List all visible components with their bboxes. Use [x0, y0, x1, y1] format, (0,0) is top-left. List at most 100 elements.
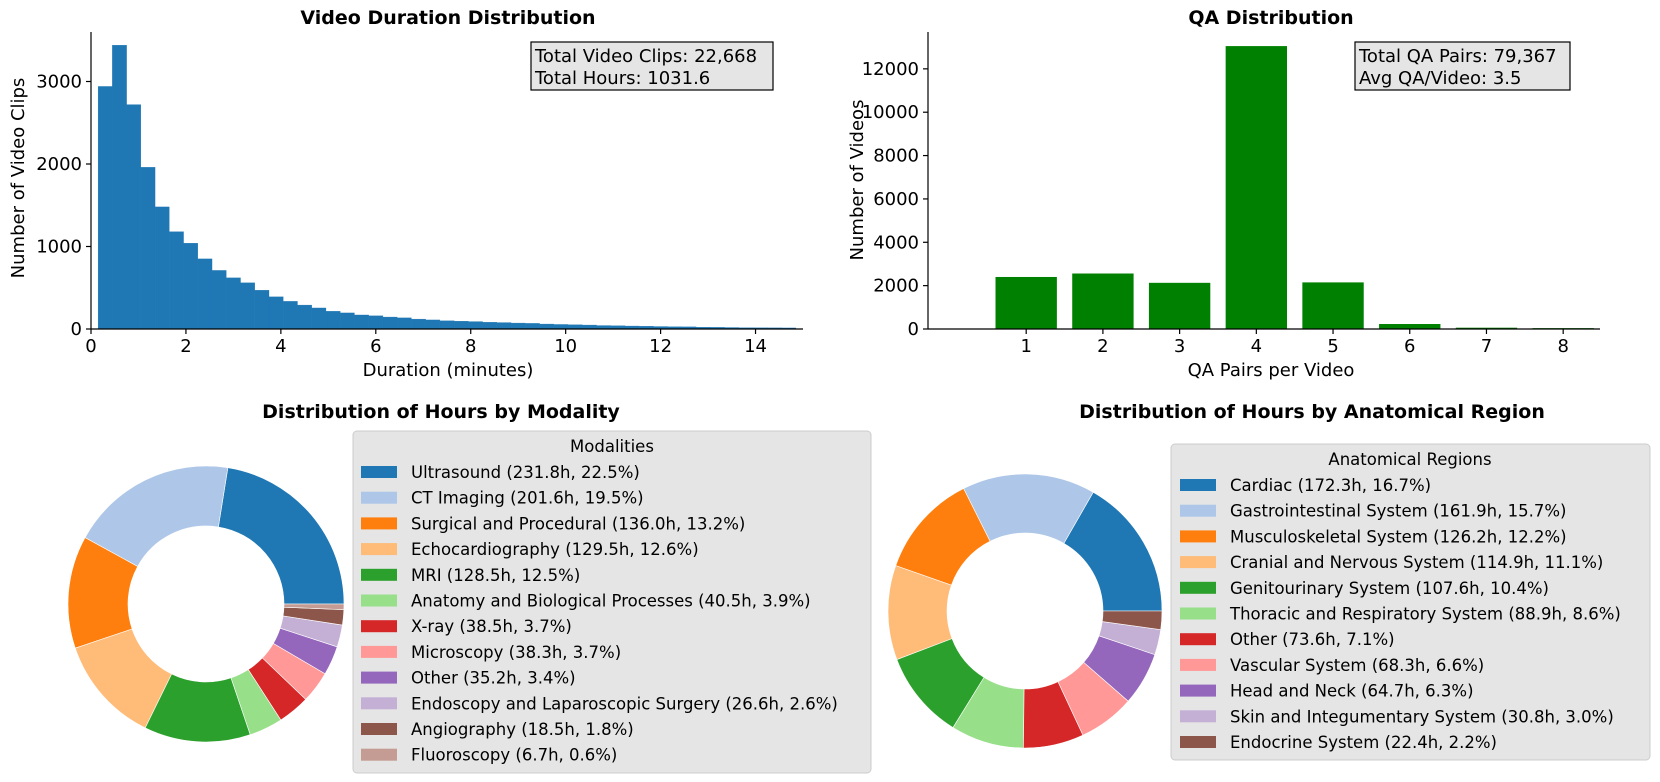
histogram-info-line: Total Hours: 1031.6 [534, 68, 710, 89]
anatomical-legend-label: Thoracic and Respiratory System (88.9h, … [1229, 605, 1621, 624]
anatomical-title: Distribution of Hours by Anatomical Regi… [1079, 401, 1545, 423]
histogram-bar [411, 318, 426, 330]
qa-x-tick-label: 6 [1404, 336, 1415, 357]
histogram-bar [439, 320, 455, 330]
histogram-y-tick-label: 2000 [36, 154, 82, 175]
modality-legend-label: Endoscopy and Laparoscopic Surgery (26.6… [411, 694, 838, 713]
anatomical-legend-title: Anatomical Regions [1328, 450, 1491, 469]
modality-legend-swatch [361, 594, 397, 607]
anatomical-legend: Anatomical Regions Cardiac (172.3h, 16.7… [1170, 443, 1651, 761]
anatomical-legend-label: Cranial and Nervous System (114.9h, 11.1… [1230, 553, 1603, 572]
qa-x-tick-label: 5 [1327, 336, 1338, 357]
modality-legend-swatch [361, 748, 397, 761]
anatomical-donut-chart: Distribution of Hours by Anatomical Regi… [887, 401, 1651, 761]
histogram-y-tick-label: 1000 [36, 237, 82, 258]
modality-legend-label: X-ray (38.5h, 3.7%) [411, 617, 572, 636]
duration-histogram: Video Duration Distribution 0 2 4 6 8 10 12 14 0… [8, 7, 803, 381]
histogram-x-tick-label: 10 [554, 336, 577, 357]
histogram-bar [283, 301, 298, 330]
anatomical-legend-swatch [1180, 684, 1216, 697]
modality-legend-swatch [361, 671, 397, 684]
qa-x-tick-label: 3 [1174, 336, 1185, 357]
histogram-ylabel: Number of Video Clips [8, 78, 29, 279]
histogram-bar [197, 258, 213, 330]
histogram-bar [325, 311, 341, 330]
modality-legend-swatch [361, 466, 397, 478]
histogram-bar [539, 323, 554, 330]
histogram-bar [169, 231, 184, 330]
histogram-bar [240, 282, 255, 330]
histogram-y-tick-label: 3000 [36, 72, 82, 93]
histogram-bar [112, 45, 127, 330]
anatomical-legend-label: Endocrine System (22.4h, 2.2%) [1230, 733, 1497, 752]
anatomical-legend-swatch [1180, 530, 1216, 543]
qa-info-box: Total QA Pairs: 79,367 Avg QA/Video: 3.5 [1354, 41, 1571, 91]
modality-legend-label: Anatomy and Biological Processes (40.5h,… [411, 592, 811, 611]
anatomical-legend-label: Other (73.6h, 7.1%) [1230, 630, 1395, 649]
histogram-y-tick-label: 0 [71, 319, 82, 340]
histogram-bar [453, 321, 469, 330]
modality-legend-label: Echocardiography (129.5h, 12.6%) [411, 540, 699, 559]
qa-bar [1225, 46, 1288, 329]
histogram-bar [268, 296, 284, 330]
histogram-bar [397, 317, 412, 330]
anatomical-legend-swatch [1180, 710, 1216, 723]
qa-y-tick-label: 12000 [862, 59, 919, 80]
modality-legend-label: Angiography (18.5h, 1.8%) [411, 720, 634, 739]
histogram-bar [97, 86, 113, 330]
histogram-bar [140, 167, 156, 330]
qa-bar-chart: QA Distribution 1 2 3 4 5 6 7 8 0 2000 4000 6000 800… [847, 7, 1600, 381]
qa-x-tick-label: 8 [1557, 336, 1568, 357]
modality-legend-swatch [361, 723, 397, 735]
histogram-title: Video Duration Distribution [300, 7, 595, 29]
modality-legend-label: Surgical and Procedural (136.0h, 13.2%) [411, 514, 745, 533]
histogram-x-tick-label: 4 [275, 336, 286, 357]
modality-legend-swatch [361, 543, 397, 556]
anatomical-legend-swatch [1180, 556, 1216, 569]
histogram-x-tick-label: 2 [180, 336, 191, 357]
qa-bar [1455, 327, 1518, 329]
qa-y-tick-label: 4000 [873, 232, 919, 253]
anatomical-legend-label: Musculoskeletal System (126.2h, 12.2%) [1230, 527, 1567, 546]
histogram-bar [226, 277, 241, 330]
anatomical-legend-label: Head and Neck (64.7h, 6.3%) [1230, 682, 1474, 701]
qa-bar [1148, 282, 1211, 329]
anatomical-legend-label: Skin and Integumentary System (30.8h, 3.… [1230, 707, 1614, 726]
histogram-bar [126, 104, 141, 330]
histogram-x-tick-label: 12 [649, 336, 672, 357]
modality-slice [218, 467, 345, 605]
modality-legend-swatch [361, 697, 397, 710]
modality-legend-label: Other (35.2h, 3.4%) [411, 669, 576, 688]
histogram-bar [297, 304, 312, 330]
histogram-bar [254, 290, 270, 330]
histogram-x-tick-label: 6 [370, 336, 381, 357]
histogram-bar [354, 314, 369, 330]
qa-x-tick-label: 7 [1481, 336, 1492, 357]
qa-y-tick-label: 2000 [873, 276, 919, 297]
anatomical-legend-swatch [1180, 504, 1216, 517]
modality-legend-label: Microscopy (38.3h, 3.7%) [411, 643, 621, 662]
histogram-bar [211, 270, 227, 330]
histogram-xlabel: Duration (minutes) [363, 360, 534, 381]
histogram-bar [468, 321, 483, 330]
modality-legend-swatch [361, 568, 397, 581]
qa-bar [1379, 324, 1441, 329]
histogram-bar [425, 319, 441, 330]
anatomical-legend-swatch [1180, 633, 1216, 646]
modality-legend-swatch [361, 517, 397, 530]
modality-legend-label: MRI (128.5h, 12.5%) [411, 566, 580, 585]
qa-x-tick-label: 2 [1097, 336, 1108, 357]
anatomical-legend-swatch [1180, 479, 1216, 491]
histogram-x-tick-label: 8 [465, 336, 476, 357]
anatomical-legend-label: Cardiac (172.3h, 16.7%) [1230, 476, 1431, 495]
qa-bar [1302, 282, 1364, 329]
qa-info-line: Total QA Pairs: 79,367 [1358, 46, 1557, 67]
qa-y-tick-label: 6000 [873, 189, 919, 210]
qa-x-tick-label: 4 [1251, 336, 1262, 357]
histogram-info-line: Total Video Clips: 22,668 [534, 46, 757, 67]
histogram-bar [482, 322, 497, 330]
histogram-info-box: Total Video Clips: 22,668 Total Hours: 1… [530, 41, 774, 91]
qa-title: QA Distribution [1188, 7, 1353, 29]
histogram-bar [154, 206, 170, 330]
